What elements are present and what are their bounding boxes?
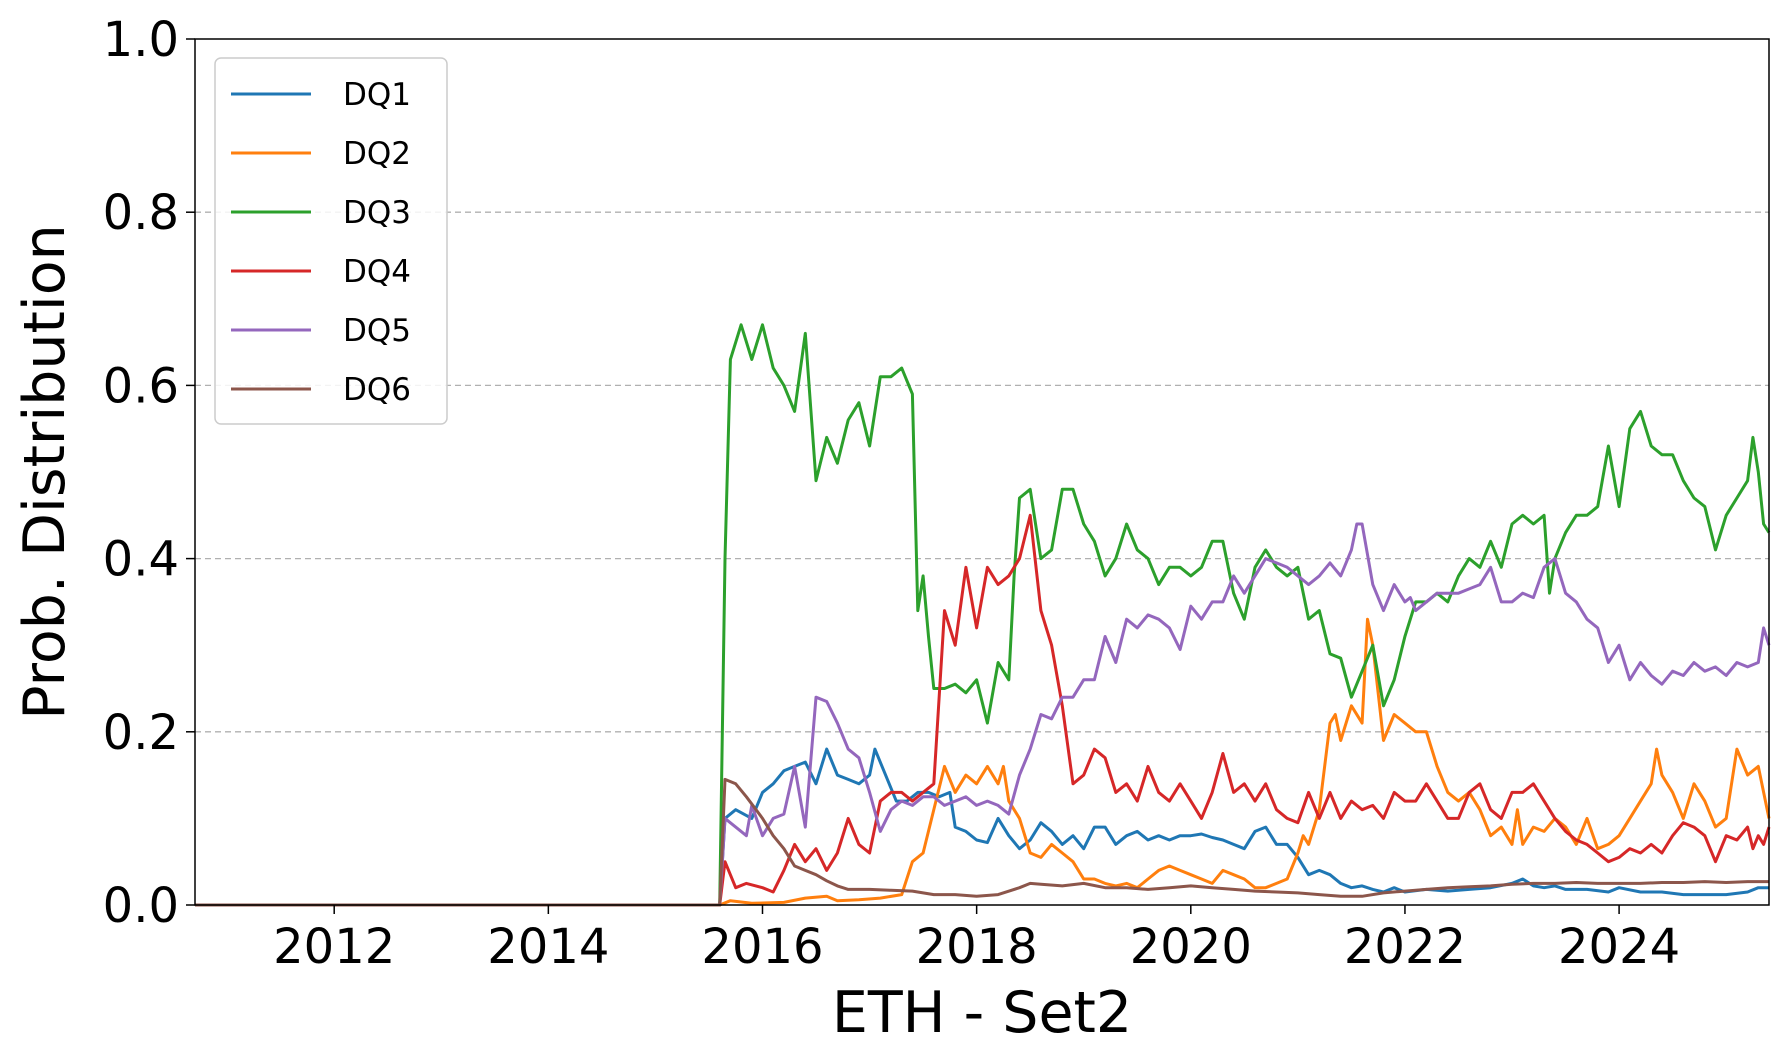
plot-frame [194, 38, 1770, 906]
y-tick-label: 0.2 [103, 705, 179, 761]
legend-label-dq2: DQ2 [343, 136, 411, 172]
y-tick-label: 0.4 [103, 532, 179, 588]
legend-box [214, 57, 448, 425]
legend-label-dq1: DQ1 [343, 77, 411, 113]
legend-label-dq5: DQ5 [343, 313, 411, 349]
x-tick-label: 2014 [487, 919, 609, 975]
series-lines [195, 323, 1771, 907]
series-line-dq3 [195, 323, 1771, 907]
y-tick-label: 0.0 [103, 878, 179, 934]
legend-label-dq3: DQ3 [343, 195, 411, 231]
legend-label-dq6: DQ6 [343, 372, 411, 408]
x-tick-label: 2024 [1558, 919, 1680, 975]
x-tick-label: 2018 [916, 919, 1038, 975]
x-tick-label: 2020 [1130, 919, 1252, 975]
x-tick-label: 2012 [273, 919, 395, 975]
y-tick-label: 0.6 [103, 358, 179, 414]
y-axis-label: Prob. Distribution [12, 224, 78, 719]
series-line-dq2 [195, 617, 1771, 907]
y-tick-label: 1.0 [103, 12, 179, 68]
x-tick-label: 2022 [1344, 919, 1466, 975]
y-tick-label: 0.8 [103, 185, 179, 241]
series-line-dq4 [195, 513, 1771, 907]
series-line-dq6 [195, 777, 1769, 907]
legend-label-dq4: DQ4 [343, 254, 411, 290]
gridlines [195, 211, 1769, 733]
x-tick-label: 2016 [701, 919, 823, 975]
legend: DQ1 DQ2 DQ3 DQ4 DQ5 DQ6 [214, 57, 448, 425]
series-line-dq5 [195, 522, 1771, 907]
x-axis-label: ETH - Set2 [832, 980, 1132, 1046]
axis-ticks: 2012 2014 2016 2018 2020 2022 2024 0.0 0.2 0.4 0.6… [103, 12, 1681, 975]
